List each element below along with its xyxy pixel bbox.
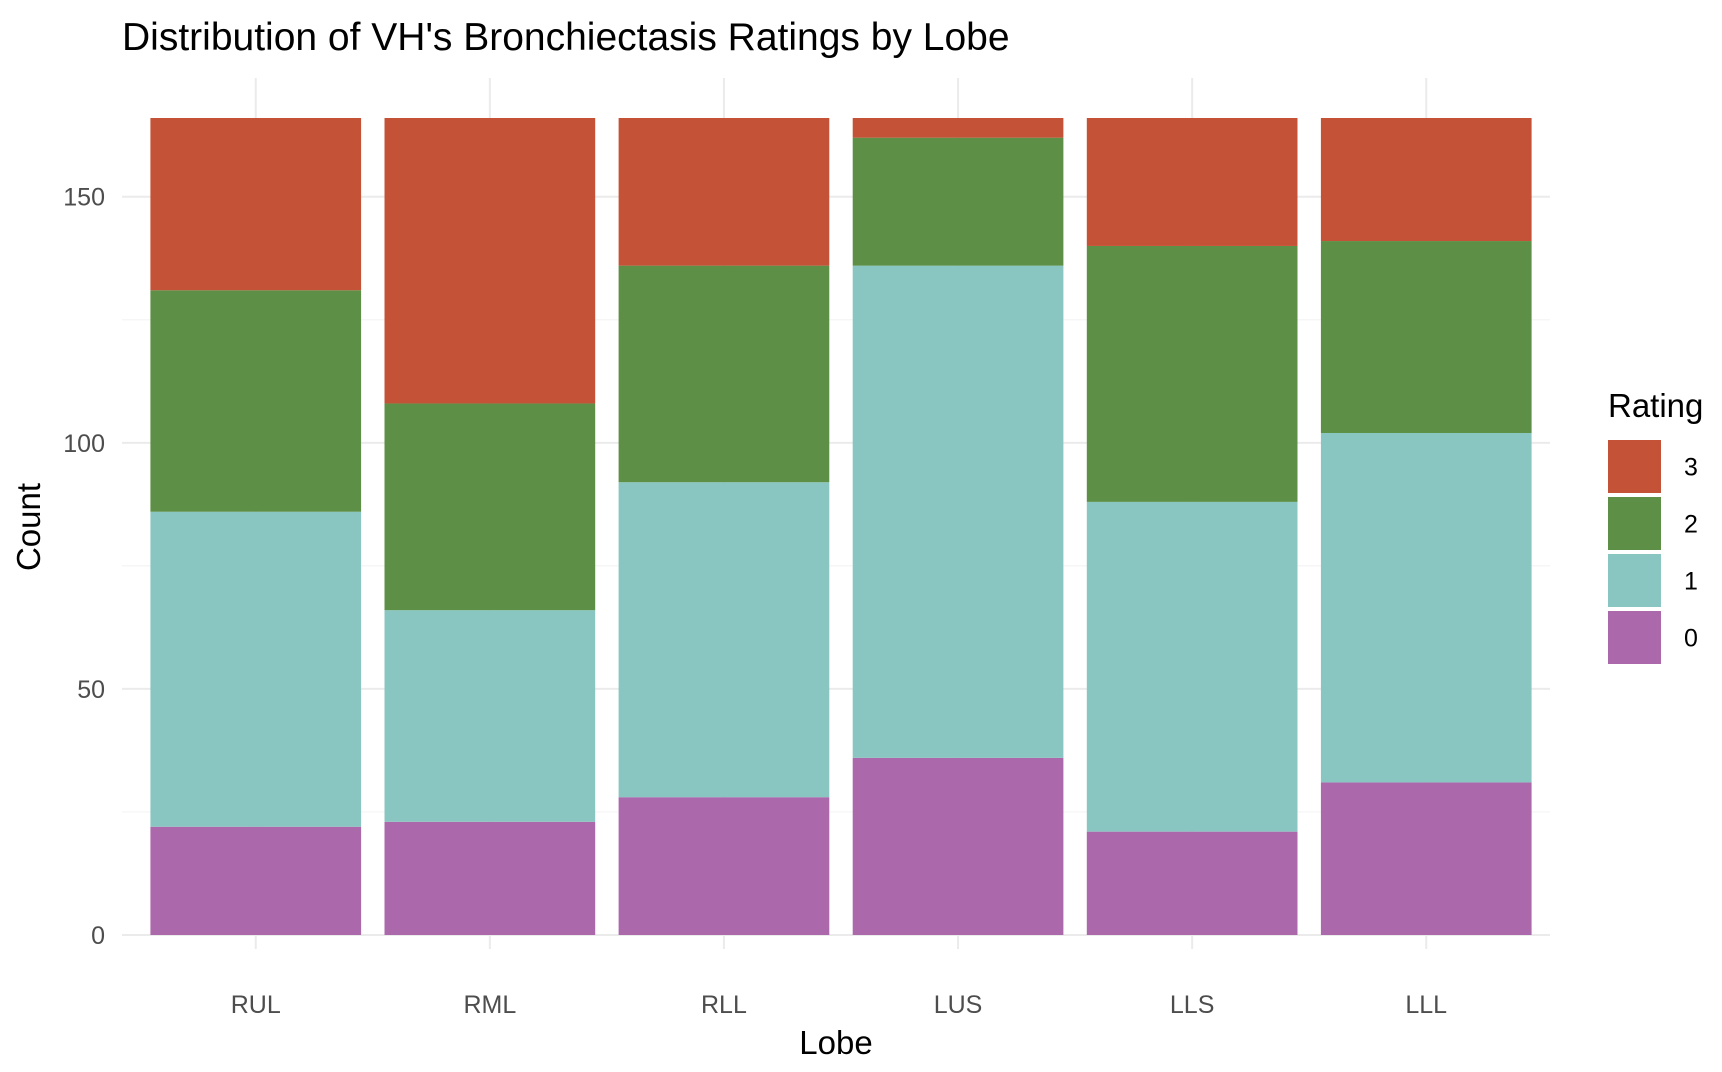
bar-segment-rml-rating-3	[384, 118, 596, 404]
legend-key-3	[1608, 440, 1661, 493]
bar-segment-rul-rating-3	[150, 118, 362, 291]
x-tick-label: RLL	[701, 991, 747, 1019]
y-axis-title: Count	[10, 483, 47, 571]
bar-segment-lus-rating-1	[852, 265, 1064, 758]
bar-segment-lls-rating-0	[1086, 831, 1298, 935]
bar-segment-lus-rating-2	[852, 137, 1064, 266]
bar-segment-rll-rating-3	[618, 118, 830, 266]
legend-label: 0	[1684, 625, 1698, 653]
x-tick-label: LUS	[934, 991, 983, 1019]
legend-label: 3	[1684, 454, 1698, 482]
legend-key-0	[1608, 611, 1661, 664]
bars	[150, 118, 1532, 935]
bar-segment-rml-rating-0	[384, 821, 596, 935]
y-tick-label: 100	[63, 430, 105, 458]
bar-segment-rll-rating-0	[618, 797, 830, 935]
legend-label: 1	[1684, 568, 1698, 596]
bar-segment-rll-rating-1	[618, 482, 830, 798]
bar-segment-lls-rating-1	[1086, 501, 1298, 832]
bar-segment-rml-rating-1	[384, 610, 596, 822]
bar-segment-rul-rating-2	[150, 290, 362, 512]
bar-segment-rll-rating-2	[618, 265, 830, 483]
legend-key-1	[1608, 554, 1661, 607]
legend: Rating 3 2 1 0	[1608, 387, 1703, 664]
legend-title: Rating	[1608, 387, 1703, 424]
bar-segment-rul-rating-0	[150, 826, 362, 935]
bar-segment-lll-rating-2	[1320, 241, 1532, 433]
bar-segment-rul-rating-1	[150, 511, 362, 827]
bar-segment-lll-rating-0	[1320, 782, 1532, 935]
y-tick-label: 50	[77, 676, 105, 704]
bar-segment-lls-rating-3	[1086, 118, 1298, 246]
x-tick-label: LLS	[1170, 991, 1214, 1019]
y-tick-label: 0	[91, 922, 105, 950]
bar-segment-lus-rating-3	[852, 118, 1064, 138]
bar-segment-rml-rating-2	[384, 403, 596, 611]
x-tick-label: RUL	[231, 991, 281, 1019]
x-tick-label: LLL	[1405, 991, 1447, 1019]
bar-segment-lls-rating-2	[1086, 245, 1298, 502]
bar-segment-lll-rating-1	[1320, 432, 1532, 783]
x-axis-ticks: RUL RML RLL LUS LLS LLL	[231, 991, 1447, 1019]
legend-label: 2	[1684, 511, 1698, 539]
y-axis-ticks: 0 50 100 150	[63, 184, 105, 950]
x-tick-label: RML	[463, 991, 516, 1019]
x-axis-title: Lobe	[799, 1024, 872, 1061]
bar-segment-lus-rating-0	[852, 757, 1064, 935]
legend-key-2	[1608, 497, 1661, 550]
y-tick-label: 150	[63, 184, 105, 212]
chart-title: Distribution of VH's Bronchiectasis Rati…	[122, 16, 1010, 59]
bar-segment-lll-rating-3	[1320, 118, 1532, 242]
